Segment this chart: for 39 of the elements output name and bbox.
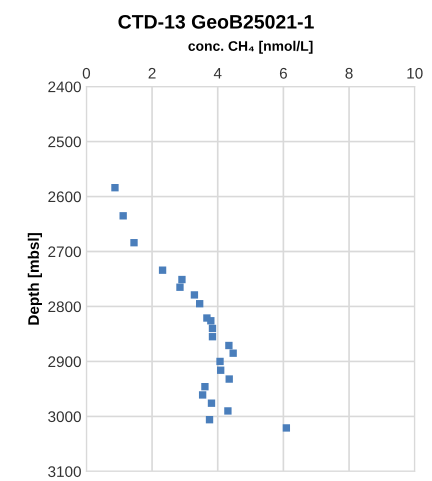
point: [178, 276, 186, 284]
point: [208, 400, 216, 407]
point: [206, 416, 214, 424]
chart-title: CTD-13 GeoB25021-1: [118, 14, 314, 29]
x-tick-label: 2: [148, 68, 156, 79]
y-tick-label: 3100: [48, 466, 81, 478]
point: [176, 284, 184, 291]
x-tick-label: 6: [280, 68, 287, 79]
y-tick-label: 2700: [48, 246, 81, 258]
point: [216, 358, 224, 366]
y-axis-title: Depth [mbsl]: [28, 233, 42, 325]
point: [190, 291, 198, 299]
point: [226, 375, 233, 383]
point: [229, 350, 237, 357]
y-tick-label: 2600: [48, 191, 81, 202]
x-tick-label: 4: [214, 68, 222, 79]
x-tick-label: 0: [82, 68, 90, 79]
point: [158, 266, 166, 274]
y-tick-label: 3000: [48, 411, 81, 422]
point: [207, 317, 215, 324]
point: [224, 407, 232, 415]
point: [208, 324, 216, 332]
point: [111, 184, 119, 192]
point: [119, 212, 127, 220]
y-tick-label: 2900: [48, 356, 81, 368]
point: [225, 342, 233, 350]
point: [208, 333, 216, 340]
y-tick-label: 2400: [48, 81, 81, 92]
y-tick-label: 2500: [48, 136, 81, 148]
point: [217, 366, 224, 374]
point: [282, 424, 290, 432]
point: [201, 383, 209, 390]
point: [196, 300, 204, 308]
point: [198, 391, 206, 399]
x-tick-label: 8: [345, 68, 353, 79]
point: [130, 239, 138, 246]
x-axis-title: conc. CH₄ [nmol/L]: [188, 40, 313, 54]
y-tick-label: 2800: [48, 301, 81, 312]
x-tick-label: 10: [407, 68, 423, 79]
